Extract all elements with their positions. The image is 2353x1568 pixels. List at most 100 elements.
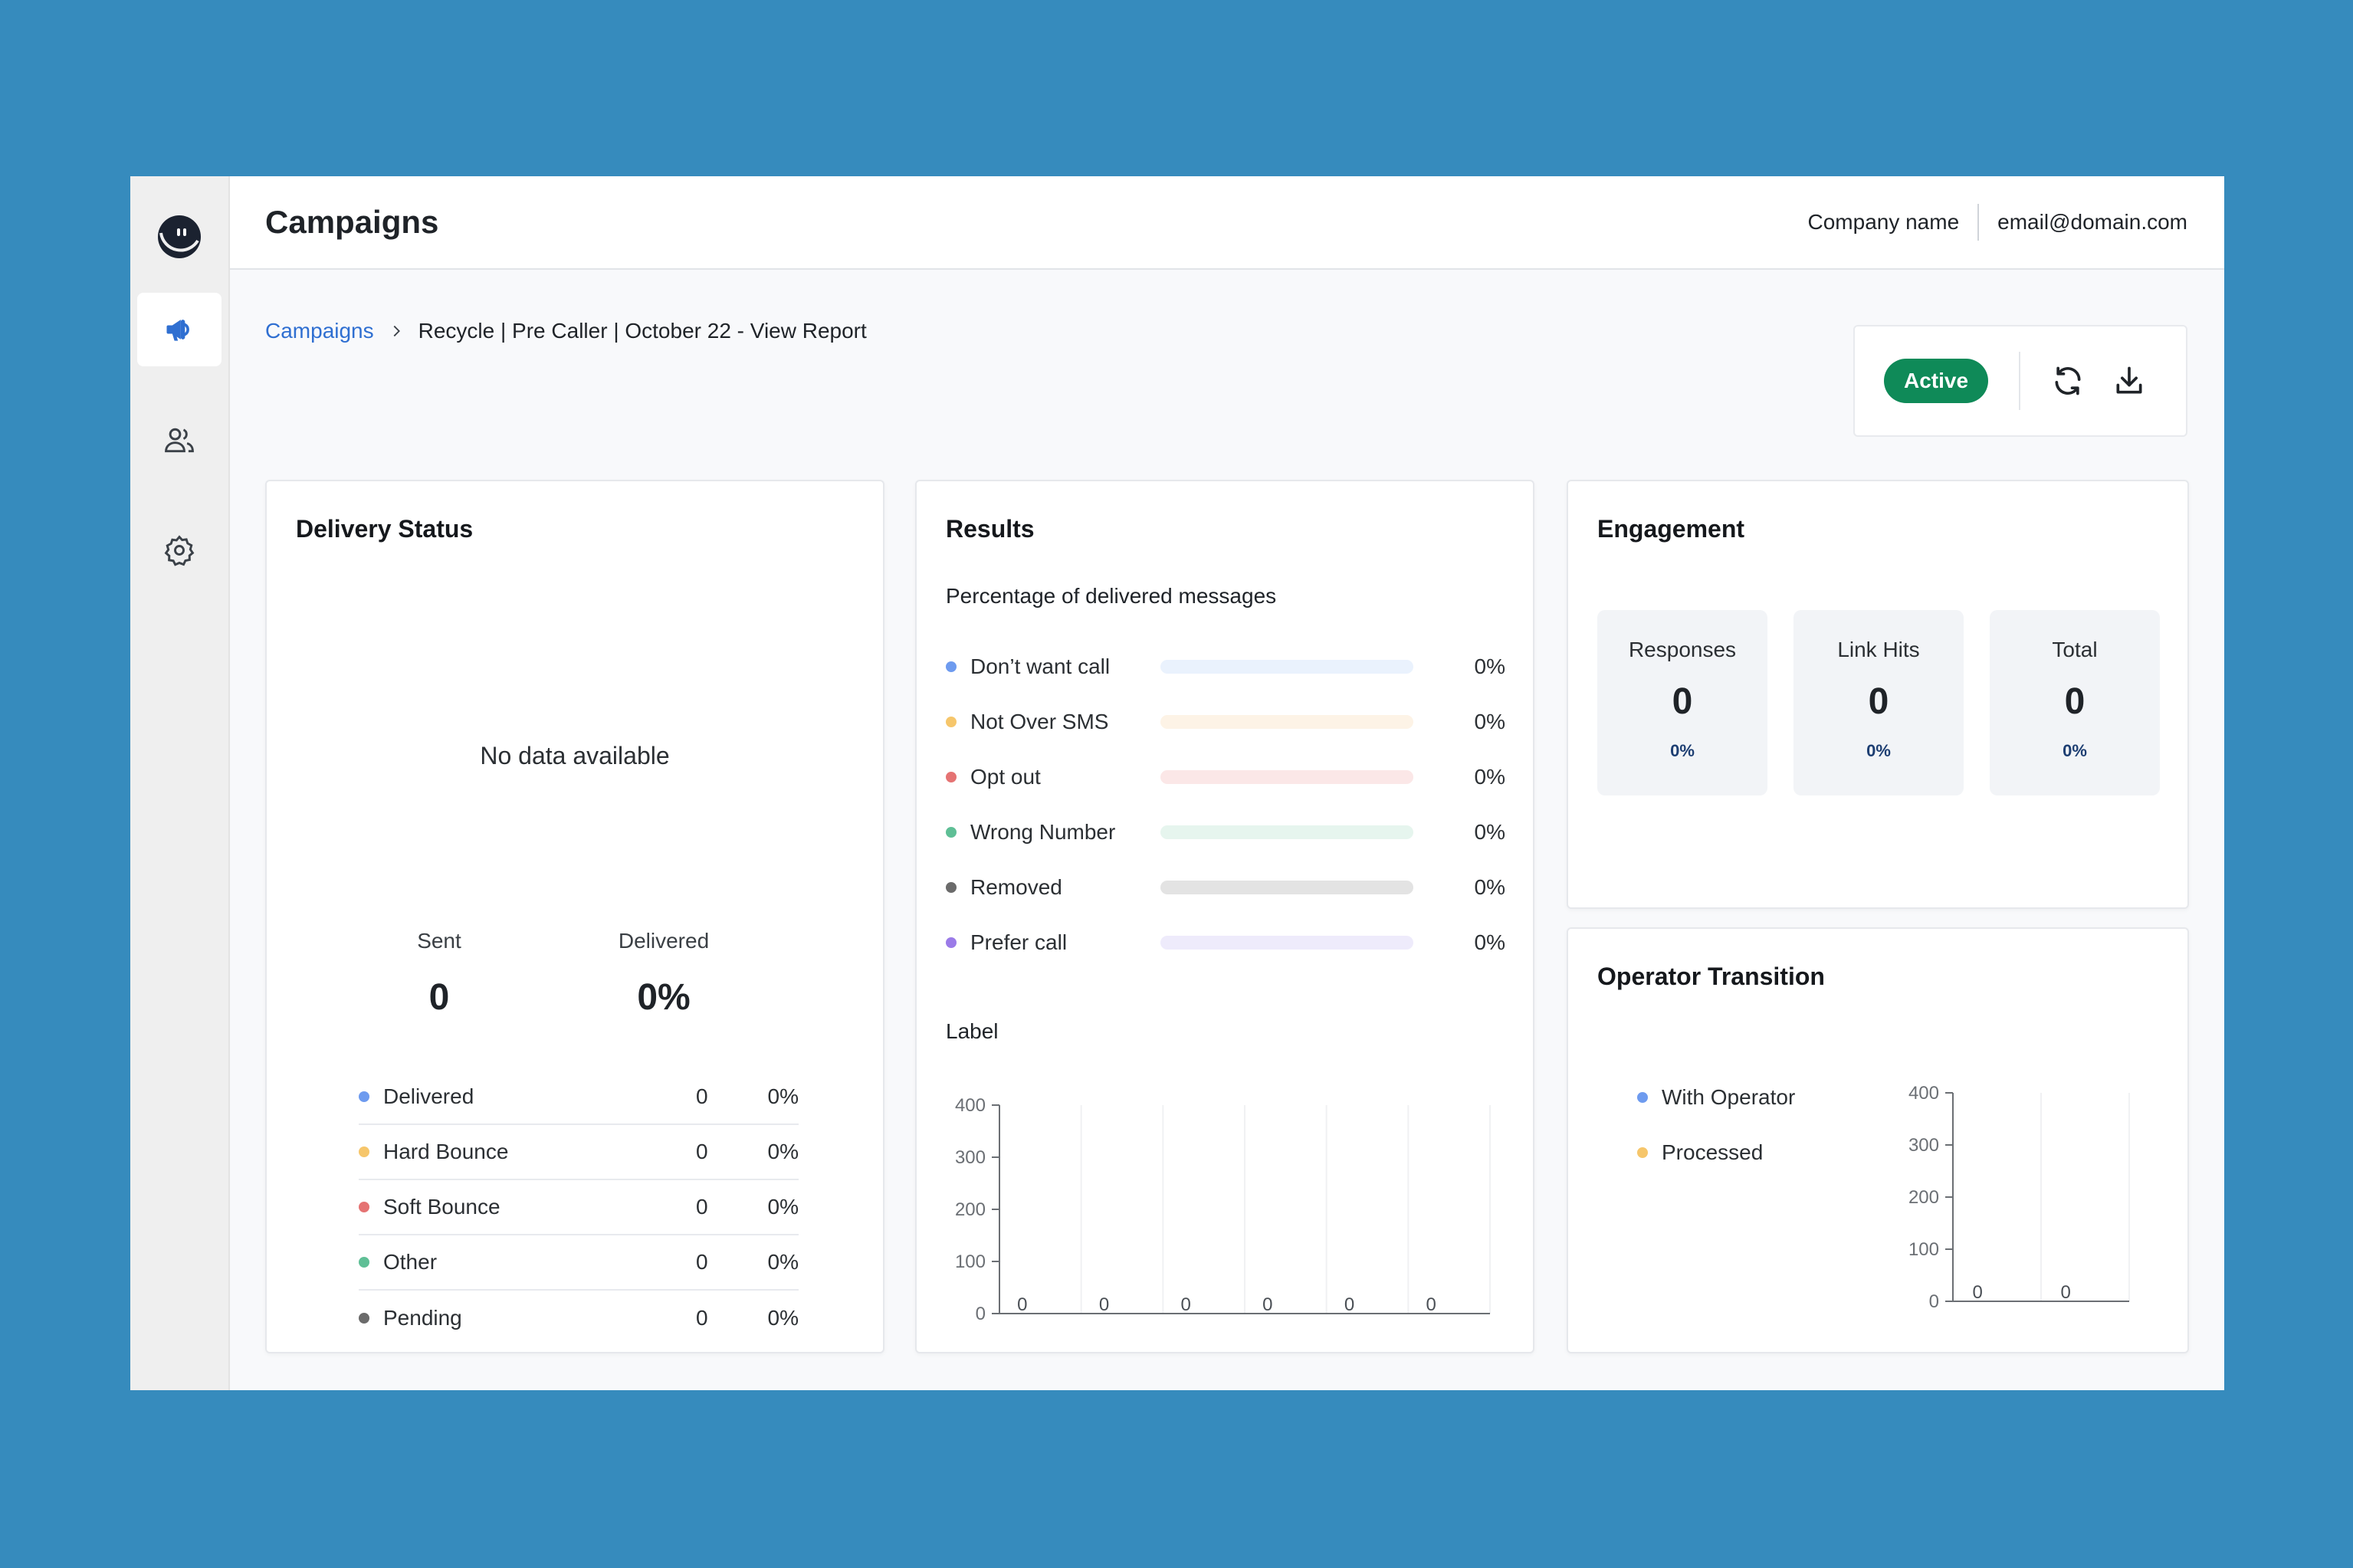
engagement-stats: Responses 0 0% Link Hits 0 0% Total 0 0%: [1597, 610, 2160, 795]
main-content: Campaigns Company name email@domain.com …: [230, 176, 2224, 1390]
y-tick-label: 0: [976, 1304, 986, 1324]
progress-bar: [1160, 825, 1413, 839]
y-tick-label: 200: [955, 1199, 986, 1220]
row-count: 0: [696, 1140, 708, 1163]
y-tick-label: 100: [955, 1251, 986, 1272]
legend-dot: [946, 937, 957, 948]
legend-item: With Operator: [1637, 1070, 1795, 1125]
table-row: Pending 0 0%: [359, 1291, 799, 1346]
result-percent: 0%: [1474, 765, 1505, 789]
breadcrumb: Campaigns Recycle | Pre Caller | October…: [265, 319, 867, 343]
row-count: 0: [696, 1250, 708, 1274]
list-item: Wrong Number 0%: [946, 805, 1505, 860]
breadcrumb-campaigns-link[interactable]: Campaigns: [265, 319, 374, 343]
y-tick-label: 300: [955, 1147, 986, 1168]
account-info: Company name email@domain.com: [1807, 204, 2187, 241]
result-label: Not Over SMS: [970, 710, 1109, 733]
legend-label: Processed: [1662, 1140, 1764, 1164]
stat-total: Total 0 0%: [1990, 610, 2160, 795]
row-label: Hard Bounce: [383, 1140, 509, 1163]
stat-label: Responses: [1628, 638, 1737, 661]
legend-dot: [359, 1257, 369, 1268]
sidebar: [130, 176, 230, 1390]
progress-bar: [1160, 936, 1413, 950]
megaphone-icon: [166, 320, 189, 341]
stat-responses: Responses 0 0%: [1597, 610, 1767, 795]
stat-link-hits: Link Hits 0 0%: [1793, 610, 1964, 795]
result-label: Don’t want call: [970, 654, 1111, 678]
result-percent: 0%: [1474, 875, 1505, 899]
stat-percent: 0%: [1866, 741, 1891, 760]
sidebar-item-settings[interactable]: [137, 513, 222, 587]
row-label: Pending: [383, 1306, 462, 1330]
legend-dot: [1637, 1147, 1648, 1158]
delivery-status-card: Delivery Status No data available Sent 0…: [265, 480, 884, 1353]
data-label: 0: [1181, 1294, 1191, 1315]
legend-dot: [946, 772, 957, 782]
legend-dot: [359, 1313, 369, 1324]
y-tick-label: 400: [955, 1095, 986, 1116]
data-label: 0: [2061, 1282, 2071, 1303]
row-count: 0: [696, 1195, 708, 1219]
kpi-value: 0%: [637, 977, 691, 1018]
result-label: Prefer call: [970, 930, 1068, 954]
kpi-label: Delivered: [618, 929, 710, 953]
progress-bar: [1160, 770, 1413, 784]
delivery-table: Delivered 0 0% Hard Bounce 0 0% Soft Bou…: [359, 1070, 799, 1346]
gear-icon: [164, 535, 195, 566]
refresh-button[interactable]: [2048, 361, 2088, 401]
table-row: Hard Bounce 0 0%: [359, 1125, 799, 1180]
list-item: Opt out 0%: [946, 750, 1505, 805]
company-name[interactable]: Company name: [1807, 210, 1960, 234]
result-percent: 0%: [1474, 710, 1505, 733]
list-item: Not Over SMS 0%: [946, 694, 1505, 750]
breadcrumb-current: Recycle | Pre Caller | October 22 - View…: [418, 319, 867, 343]
table-row: Delivered 0 0%: [359, 1070, 799, 1125]
stat-value: 0: [2064, 681, 2086, 722]
table-row: Other 0 0%: [359, 1235, 799, 1291]
data-label: 0: [1344, 1294, 1354, 1315]
legend-dot: [946, 882, 957, 893]
chevron-right-icon: [388, 323, 405, 340]
row-percent: 0%: [767, 1306, 799, 1330]
sidebar-item-campaigns[interactable]: [137, 293, 222, 366]
list-item: Don’t want call 0%: [946, 639, 1505, 694]
result-percent: 0%: [1474, 654, 1505, 678]
data-label: 0: [1973, 1282, 1983, 1303]
sidebar-item-contacts[interactable]: [137, 403, 222, 477]
legend-dot: [359, 1202, 369, 1212]
row-label: Other: [383, 1250, 438, 1274]
result-label: Removed: [970, 875, 1062, 899]
progress-bar: [1160, 881, 1413, 894]
chart-title: Label: [946, 1019, 999, 1043]
report-actions: Active: [1853, 325, 2187, 437]
legend-dot: [946, 827, 957, 838]
user-email[interactable]: email@domain.com: [1997, 210, 2187, 234]
result-percent: 0%: [1474, 930, 1505, 954]
legend-dot: [946, 661, 957, 672]
operator-transition-card: Operator Transition With Operator Proces…: [1567, 927, 2189, 1353]
result-percent: 0%: [1474, 820, 1505, 844]
stat-value: 0: [1672, 681, 1693, 722]
card-title: Results: [946, 515, 1035, 543]
operator-bar-chart: 0 100 200 300 400 0 0: [1908, 1083, 2130, 1312]
topbar: Campaigns Company name email@domain.com: [230, 176, 2224, 270]
card-title: Delivery Status: [296, 515, 474, 543]
list-item: Removed 0%: [946, 860, 1505, 915]
account-divider: [1977, 204, 1980, 241]
y-tick-label: 400: [1908, 1083, 1939, 1104]
stat-percent: 0%: [2063, 741, 2087, 760]
refresh-icon: [2055, 366, 2081, 395]
y-tick-label: 0: [1929, 1291, 1939, 1312]
results-list: Don’t want call 0% Not Over SMS 0% Opt o…: [946, 639, 1505, 970]
row-percent: 0%: [767, 1140, 799, 1163]
legend-label: With Operator: [1662, 1085, 1796, 1109]
result-label: Wrong Number: [970, 820, 1116, 844]
row-percent: 0%: [767, 1250, 799, 1274]
download-button[interactable]: [2109, 361, 2149, 401]
actions-divider: [2019, 352, 2021, 410]
kpi-value: 0: [428, 977, 450, 1018]
stat-percent: 0%: [1670, 741, 1695, 760]
app-logo-icon[interactable]: [154, 212, 205, 262]
kpi-label: Sent: [417, 929, 461, 953]
